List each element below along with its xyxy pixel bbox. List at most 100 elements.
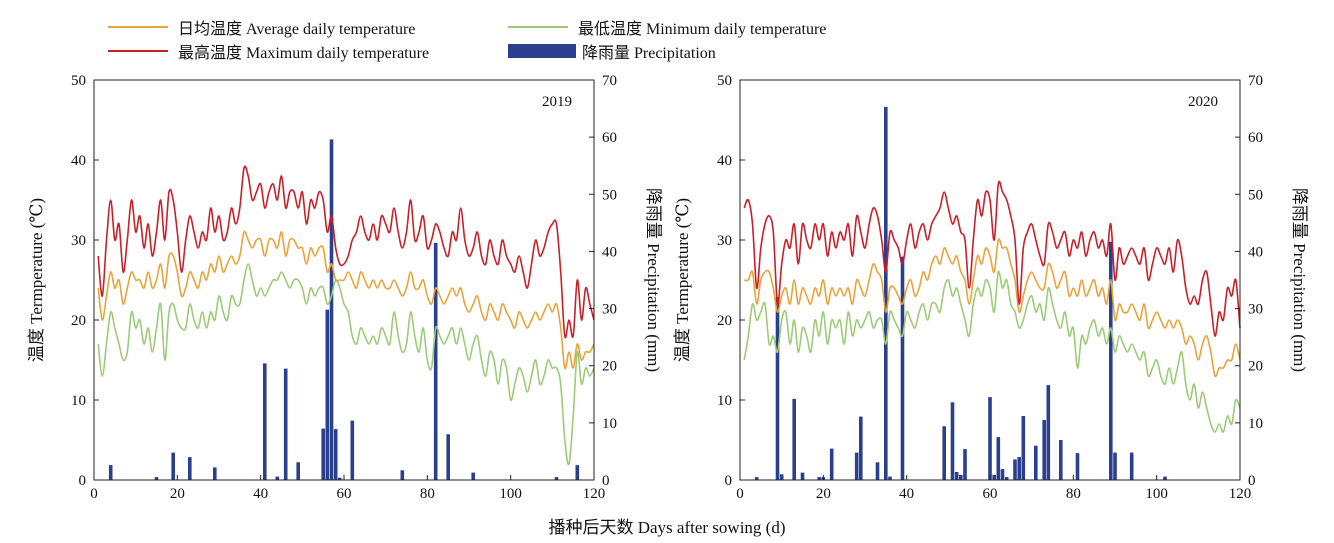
precip-bar (959, 474, 963, 480)
series-line-avg (97, 230, 595, 370)
chart-panel-2020: 0 20 40 60 80 100 1200102030405001020304050607… (673, 73, 1309, 502)
y-right-tick-label: 0 (602, 473, 610, 489)
precip-bar (108, 465, 113, 480)
y-right-tick-label: 10 (1248, 416, 1263, 432)
precip-bar (792, 398, 796, 480)
precip-bar (1004, 477, 1009, 480)
precip-bar (854, 452, 859, 480)
x-tick-label: 100 (1145, 486, 1168, 502)
x-axis-label: 播种后天数 Days after sowing (d) (548, 518, 786, 537)
precip-bar (575, 465, 580, 480)
series-line-min (743, 270, 1241, 433)
y-right-axis-label: 降雨量 Precipitation (mm) (1290, 188, 1309, 372)
y-right-tick-label: 70 (1248, 73, 1263, 89)
y-left-tick-label: 10 (717, 393, 732, 409)
y-right-tick-label: 60 (602, 130, 617, 146)
year-label: 2020 (1188, 94, 1218, 110)
precip-bar (1034, 445, 1038, 480)
precip-bar (296, 462, 300, 480)
legend-label-average: 日均温度 Average daily temperature (178, 21, 416, 38)
x-tick-label: 40 (899, 486, 914, 502)
precip-bar (950, 402, 955, 480)
chart-panel-2019: 0 20 40 60 80 100 1200102030405001020304050607… (27, 73, 663, 502)
precip-bar (154, 477, 159, 480)
y-right-tick-label: 50 (1248, 187, 1263, 203)
precip-bar (329, 139, 334, 480)
precip-bar (942, 426, 946, 480)
precip-bar (1059, 440, 1063, 480)
legend-label-minimum: 最低温度 Minimum daily temperature (578, 21, 827, 38)
legend-item-minimum: 最低温度 Minimum daily temperature (508, 15, 826, 39)
y-right-tick-label: 30 (602, 302, 617, 318)
x-tick-label: 20 (170, 486, 185, 502)
precip-bar (446, 434, 450, 480)
y-left-tick-label: 40 (71, 153, 86, 169)
precip-bar (875, 462, 880, 480)
precip-bar (333, 429, 338, 480)
precip-bar (1017, 457, 1021, 480)
precip-bar (963, 449, 967, 480)
precip-bar (992, 474, 996, 480)
y-left-axis-label: 温度 Termperature (℃) (673, 198, 692, 362)
precip-bar (1042, 420, 1046, 480)
precip-bar (1129, 452, 1134, 480)
precip-bar (275, 476, 280, 480)
y-left-tick-label: 30 (717, 233, 732, 249)
precip-bar (817, 477, 821, 480)
legend: 日均温度 Average daily temperature 最低温度 Mini… (108, 12, 928, 64)
precip-bar (1113, 452, 1117, 480)
y-right-tick-label: 40 (602, 244, 617, 260)
precip-bar (433, 242, 438, 480)
y-right-axis-label: 降雨量 Precipitation (mm) (644, 188, 663, 372)
precip-bar (1021, 416, 1026, 480)
x-tick-label: 60 (337, 486, 352, 502)
precip-bar (988, 397, 992, 480)
precip-bar (213, 467, 217, 480)
precip-bar (1046, 385, 1051, 480)
series-line-max (97, 165, 595, 339)
y-right-tick-label: 20 (602, 359, 617, 375)
y-left-tick-label: 0 (79, 473, 87, 489)
precip-bar (829, 448, 834, 480)
precip-bar (1000, 469, 1005, 480)
legend-swatch-precipitation (508, 44, 576, 58)
precip-bar (954, 472, 959, 480)
precip-bar (1163, 476, 1167, 480)
precip-bar (754, 477, 759, 480)
legend-item-maximum: 最高温度 Maximum daily temperature (108, 39, 429, 63)
legend-label-precipitation: 降雨量 Precipitation (582, 45, 716, 62)
x-tick-label: 20 (816, 486, 831, 502)
y-left-tick-label: 30 (71, 233, 86, 249)
precip-bar (471, 472, 475, 480)
precip-bar (1075, 453, 1080, 480)
precip-bar (1109, 241, 1113, 480)
y-left-tick-label: 40 (717, 153, 732, 169)
x-tick-label: 0 (90, 486, 98, 502)
x-tick-label: 60 (983, 486, 998, 502)
x-tick-label: 80 (420, 486, 435, 502)
x-tick-label: 120 (1229, 486, 1252, 502)
y-right-tick-label: 0 (1248, 473, 1256, 489)
y-right-tick-label: 60 (1248, 130, 1263, 146)
legend-item-average: 日均温度 Average daily temperature (108, 15, 415, 39)
series-line-max (743, 180, 1241, 337)
precip-bar (775, 297, 780, 480)
y-left-tick-label: 20 (717, 313, 732, 329)
x-tick-label: 40 (253, 486, 268, 502)
precip-bar (400, 470, 405, 480)
precip-bar (171, 452, 175, 480)
precip-bar (859, 416, 863, 480)
y-right-tick-label: 40 (1248, 244, 1263, 260)
legend-item-precipitation: 降雨量 Precipitation (508, 39, 716, 63)
precip-bar (779, 474, 784, 480)
series-line-avg (744, 238, 1241, 378)
y-right-tick-label: 30 (1248, 302, 1263, 318)
y-left-tick-label: 50 (71, 73, 86, 89)
y-right-tick-label: 10 (602, 416, 617, 432)
precip-bar (900, 256, 905, 480)
x-tick-label: 120 (583, 486, 606, 502)
x-tick-label: 100 (499, 486, 522, 502)
y-right-tick-label: 70 (602, 73, 617, 89)
x-tick-label: 0 (736, 486, 744, 502)
